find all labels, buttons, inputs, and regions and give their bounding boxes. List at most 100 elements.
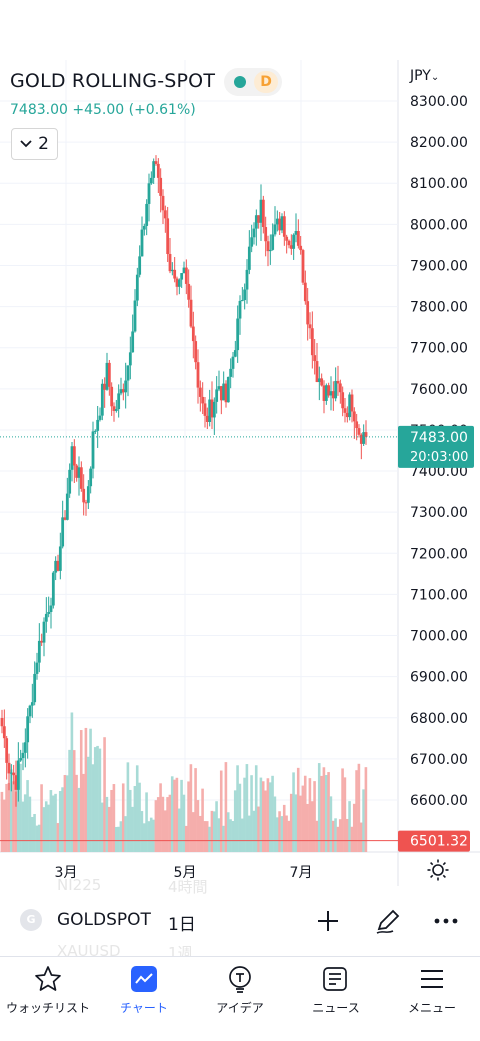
plus-icon[interactable] (313, 906, 343, 936)
candle-body (196, 362, 200, 388)
volume-bar (357, 763, 361, 852)
candle-body (107, 362, 111, 387)
volume-bar (282, 804, 286, 852)
volume-bar (91, 764, 95, 852)
volume-bar (329, 796, 333, 852)
candles (0, 155, 368, 807)
candle-body (63, 517, 67, 520)
candle-body (54, 560, 58, 573)
volume-bar (138, 782, 141, 852)
candle-body (194, 341, 198, 363)
candle-body (357, 428, 361, 435)
volume-bar (170, 776, 174, 852)
nav-ideas[interactable]: アイデア (192, 957, 288, 1041)
candle-body (44, 613, 48, 622)
nav-watchlist[interactable]: ウォッチリスト (0, 957, 96, 1041)
candle-body (308, 324, 312, 329)
price-tick-label: 7800.00 (410, 300, 468, 316)
volume-bar (126, 762, 130, 852)
candle-body (72, 446, 76, 466)
symbol-selector[interactable]: GOLDSPOT (57, 910, 151, 930)
price-tick-label: 8100.00 (410, 176, 468, 192)
volume-bar (191, 812, 195, 852)
volume-bar (301, 785, 305, 852)
currency-selector[interactable]: JPY⌄ (410, 68, 439, 84)
volume-bar (334, 818, 337, 852)
volume-bar (173, 779, 176, 852)
candle-body (331, 391, 335, 399)
volume-bar (51, 795, 55, 852)
candle-body (138, 256, 142, 275)
nav-news[interactable]: ニュース (288, 957, 384, 1041)
volume-bar (187, 781, 190, 852)
price-tick-label: 7300.00 (410, 505, 468, 521)
sun-settings-icon[interactable] (426, 858, 450, 882)
volume-bar (350, 826, 354, 852)
volume-bar (98, 748, 102, 852)
interval-selector[interactable]: 1日 (168, 915, 196, 935)
candle-body (310, 328, 314, 356)
indicators-collapse-button[interactable]: 2 (11, 128, 58, 160)
volume-bar (238, 783, 242, 852)
candle-body (26, 716, 30, 743)
candle-body (294, 231, 298, 235)
volume-bar (16, 773, 20, 852)
candle-body (224, 383, 228, 403)
volume-bar (336, 826, 340, 852)
price-tick-label: 6800.00 (410, 711, 468, 727)
volume-bar (338, 819, 342, 852)
volume-bar (145, 792, 148, 852)
lightbulb-icon (229, 966, 251, 993)
volume-bar (219, 770, 223, 852)
volume-bar (121, 783, 125, 852)
nav-chart[interactable]: チャート (96, 957, 192, 1041)
volume-bar (152, 819, 155, 852)
volume-bar (243, 777, 246, 852)
volume-bar (317, 763, 321, 852)
price-tick-label: 8300.00 (410, 94, 468, 110)
crosshair-price-tag (398, 830, 470, 852)
candle-body (49, 605, 53, 612)
volume-bar (275, 817, 279, 852)
volume-bar (245, 764, 249, 852)
volume-bar (345, 818, 349, 852)
chart-toolbar (0, 886, 480, 956)
price-tick-label: 8200.00 (410, 135, 468, 151)
candle-body (121, 389, 125, 393)
volume-bar (212, 811, 216, 852)
bottom-navigation: ウォッチリスト チャート アイデア ニュース メニュー (0, 956, 480, 1041)
volume-bar (324, 775, 328, 852)
candle-body (317, 378, 321, 383)
candle-body (135, 274, 139, 301)
candle-body (259, 199, 263, 223)
candle-body (271, 234, 275, 250)
candle-body (264, 227, 268, 242)
price-tick-label: 6900.00 (410, 670, 468, 686)
symbol-title[interactable]: GOLD ROLLING-SPOT (10, 70, 216, 92)
volume-bar (19, 763, 22, 852)
candle-body (247, 246, 251, 270)
nav-menu[interactable]: メニュー (384, 957, 480, 1041)
volume-bar (58, 791, 62, 852)
candle-body (168, 253, 172, 272)
candle-body (273, 224, 277, 235)
chevron-down-icon (20, 140, 32, 148)
market-status[interactable]: D (224, 68, 282, 96)
volume-bar (33, 813, 36, 852)
volume-bar (37, 824, 41, 852)
price-chart[interactable]: 8300.00 8200.00 8100.00 8000.00 7900.00 7800.… (0, 60, 480, 886)
candle-body (187, 283, 191, 300)
candle-body (161, 195, 165, 211)
volume-bar (79, 730, 83, 852)
candle-body (173, 269, 177, 279)
price-tick-label: 8000.00 (410, 217, 468, 233)
volume-bar (30, 816, 34, 852)
candle-body (250, 237, 254, 247)
candle-body (345, 412, 349, 418)
volume-bar (343, 777, 347, 852)
time-axis[interactable]: 3月 5月 7月 (55, 865, 313, 881)
more-dots-icon[interactable] (431, 906, 461, 936)
price-tick-label: 6600.00 (410, 793, 468, 809)
draw-pen-icon[interactable] (373, 906, 403, 936)
volume-bar (182, 794, 186, 852)
